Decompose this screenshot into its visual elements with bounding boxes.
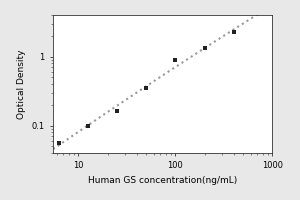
Y-axis label: Optical Density: Optical Density (17, 49, 26, 119)
Point (202, 46, 207, 49)
X-axis label: Human GS concentration(ng/mL): Human GS concentration(ng/mL) (88, 176, 237, 185)
Point (173, 59, 178, 62)
Point (231, 30, 236, 33)
Point (144, 86, 148, 90)
Point (56, 142, 61, 145)
Point (115, 109, 119, 112)
Point (85, 124, 90, 127)
